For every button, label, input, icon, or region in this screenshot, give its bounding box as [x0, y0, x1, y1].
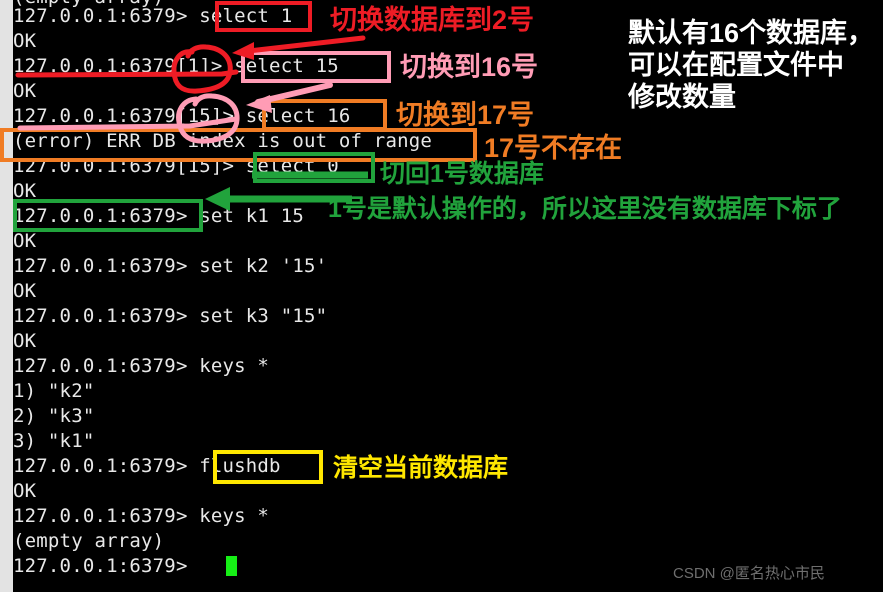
terminal-line: 127.0.0.1:6379> keys * — [13, 355, 270, 377]
terminal-line: 3) "k1" — [13, 430, 95, 452]
annotation-switch-back-db-1: 切回1号数据库 — [380, 160, 544, 188]
terminal-line: OK — [13, 330, 37, 352]
terminal-line: (empty array) — [13, 0, 164, 7]
terminal-line: 1) "k2" — [13, 380, 95, 402]
terminal-cursor — [226, 556, 237, 576]
terminal-line: OK — [13, 180, 37, 202]
annotation-switch-to-17: 切换到17号 — [396, 100, 535, 130]
terminal-line: (error) ERR DB index is out of range — [13, 130, 433, 152]
terminal-line: 127.0.0.1:6379> select 1 — [13, 5, 293, 27]
terminal-line: 127.0.0.1:6379> set k2 '15' — [13, 255, 328, 277]
terminal-line: 127.0.0.1:6379> — [13, 555, 188, 577]
terminal-line: (empty array) — [13, 530, 165, 552]
terminal-line: OK — [13, 480, 37, 502]
terminal-line: 127.0.0.1:6379[15]> select 0 — [13, 155, 339, 177]
annotation-switch-to-db-2: 切换数据库到2号 — [330, 5, 535, 35]
terminal-output-area[interactable]: (empty array)127.0.0.1:6379> select 1OK1… — [13, 0, 883, 592]
terminal-line: OK — [13, 30, 37, 52]
csdn-watermark: CSDN @匿名热心市民 — [673, 565, 825, 582]
terminal-line: 127.0.0.1:6379> keys * — [13, 505, 270, 527]
terminal-line: OK — [13, 280, 37, 302]
terminal-line: OK — [13, 80, 37, 102]
annotation-switch-to-16: 切换到16号 — [400, 52, 539, 82]
annotation-flush-current-db: 清空当前数据库 — [333, 454, 509, 482]
terminal-line: 2) "k3" — [13, 405, 95, 427]
background-window-sliver — [0, 0, 13, 592]
terminal-line: 127.0.0.1:6379> set k1 15 — [13, 205, 304, 227]
annotation-db-1-default: 1号是默认操作的，所以这里没有数据库下标了 — [328, 195, 842, 223]
window-edge-rail — [0, 0, 13, 592]
annotation-16-dbs-note: 默认有16个数据库， 可以在配置文件中 修改数量 — [628, 18, 875, 112]
terminal-line: OK — [13, 230, 37, 252]
terminal-line: 127.0.0.1:6379[1]> select 15 — [13, 55, 339, 77]
terminal-line: 127.0.0.1:6379> set k3 "15" — [13, 305, 328, 327]
annotation-17-not-exist: 17号不存在 — [484, 133, 623, 163]
terminal-line: 127.0.0.1:6379[15]> select 16 — [13, 105, 351, 127]
terminal-line: 127.0.0.1:6379> flushdb — [13, 455, 281, 477]
